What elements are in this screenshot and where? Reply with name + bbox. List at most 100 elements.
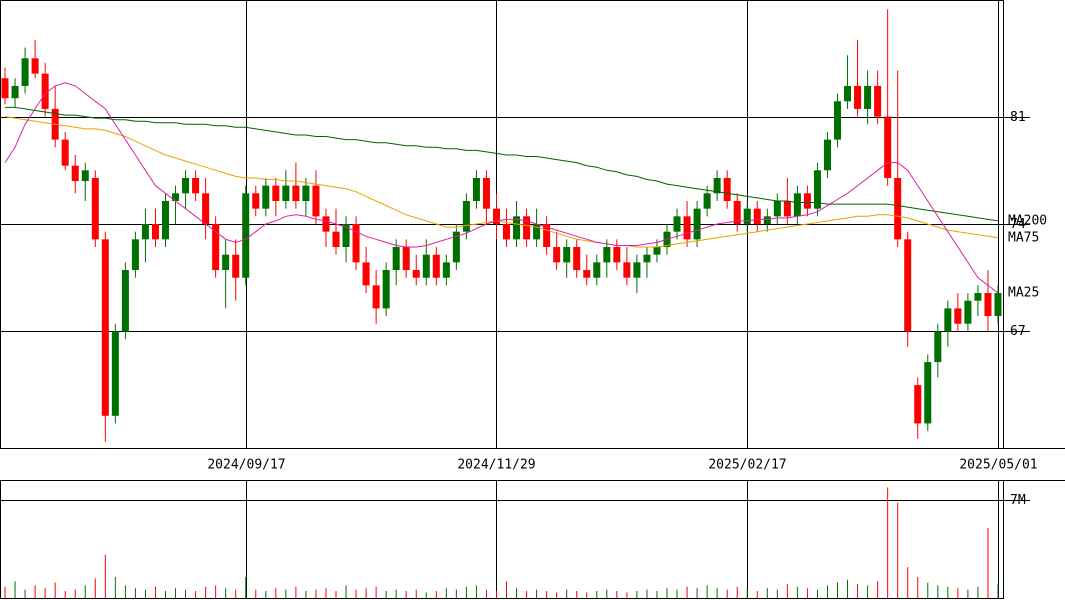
candle-body [442, 262, 450, 278]
candle-body [292, 185, 300, 201]
x-tick-label: 2024/11/29 [457, 458, 535, 473]
candle-body [984, 293, 992, 317]
candle-body [161, 200, 170, 240]
candle-body [262, 185, 270, 209]
y-tick-label: 74 [1010, 217, 1026, 232]
candle-body [182, 177, 190, 194]
candle-body [833, 101, 842, 140]
candle-body [252, 193, 260, 209]
candle-body [111, 331, 119, 416]
candle-body [854, 85, 862, 109]
candle-body [482, 177, 490, 209]
candle-body [282, 185, 290, 201]
candle-body [823, 139, 831, 171]
candle-body [773, 200, 781, 217]
candle-body [884, 116, 892, 178]
candle-body [131, 239, 139, 271]
candle-body [573, 247, 581, 271]
x-tick-label: 2024/09/17 [207, 458, 285, 473]
ma-line [4, 116, 999, 248]
candle-body [543, 224, 551, 248]
candle-body [212, 224, 220, 271]
x-tick-label: 2025/05/01 [959, 458, 1037, 473]
candle-body [713, 177, 721, 194]
candle-body [523, 216, 531, 240]
candle-body [623, 262, 631, 278]
candle-body [723, 177, 731, 201]
candle-body [342, 224, 350, 248]
candle-body [844, 85, 852, 102]
candle-body [763, 216, 771, 224]
ma-line [4, 82, 999, 294]
candle-body [302, 185, 310, 201]
candle-body [613, 247, 621, 263]
candle-body [683, 216, 691, 240]
candle-body [813, 170, 821, 209]
ma-line [5, 106, 999, 222]
candle-body [352, 224, 360, 263]
grid [0, 0, 1030, 598]
candle-body [81, 170, 89, 182]
candle-body [593, 262, 601, 278]
legend-entry: MA200 [1008, 213, 1047, 228]
candle-body [553, 247, 561, 263]
candle-body [703, 193, 711, 209]
candle-body [954, 308, 962, 324]
candle-body [462, 200, 470, 232]
candle-body [803, 193, 811, 209]
candle-body [172, 193, 180, 201]
candle-body [322, 216, 330, 232]
candle-body [513, 216, 521, 240]
candle-body [202, 193, 210, 224]
candle-body [372, 285, 380, 309]
candle-body [472, 177, 480, 201]
candle-body [974, 293, 982, 301]
candle-body [432, 254, 440, 278]
candle-body [743, 208, 751, 224]
candle-body [924, 362, 932, 424]
candle-body [31, 58, 39, 74]
candle-body [91, 177, 99, 240]
candle-body [864, 85, 872, 109]
candle-body [272, 185, 280, 201]
candle-body [61, 139, 69, 166]
candle-body [402, 247, 410, 271]
labels: 67 74 81 7M 2024/09/17 2024/11/29 2025/02/17 20… [207, 110, 1047, 508]
candle-body [633, 262, 641, 278]
candle-body [733, 200, 741, 224]
candle-body [583, 270, 591, 278]
candle-body [362, 262, 370, 286]
candle-body [753, 208, 761, 224]
candle-body [904, 239, 912, 332]
plot [1, 9, 1002, 598]
candle-body [492, 208, 500, 224]
candle-body [994, 293, 1002, 317]
candle-body [673, 216, 681, 232]
candle-body [693, 208, 701, 240]
candle-body [533, 224, 541, 240]
candle-body [232, 254, 240, 278]
candle-body [894, 177, 902, 240]
candle-body [503, 224, 511, 240]
candle-body [192, 177, 200, 194]
candle-body [141, 224, 149, 240]
candle-body [101, 239, 109, 416]
candle-body [41, 73, 49, 109]
candle-body [914, 385, 922, 424]
candle-body [392, 247, 400, 271]
candle-body [944, 308, 952, 332]
y-tick-label: 7M [1010, 493, 1026, 508]
candle-body [21, 58, 29, 86]
candle-body [1, 78, 9, 99]
candle-body [11, 85, 19, 99]
candle-body [222, 254, 230, 271]
candle-body [783, 200, 791, 217]
candle-body [71, 165, 79, 182]
candle-body [964, 300, 972, 324]
candle-body [793, 193, 801, 217]
legend-entry: MA75 [1008, 230, 1039, 245]
legend-entry: MA25 [1008, 286, 1039, 301]
candle-body [242, 193, 250, 278]
x-tick-label: 2025/02/17 [708, 458, 786, 473]
